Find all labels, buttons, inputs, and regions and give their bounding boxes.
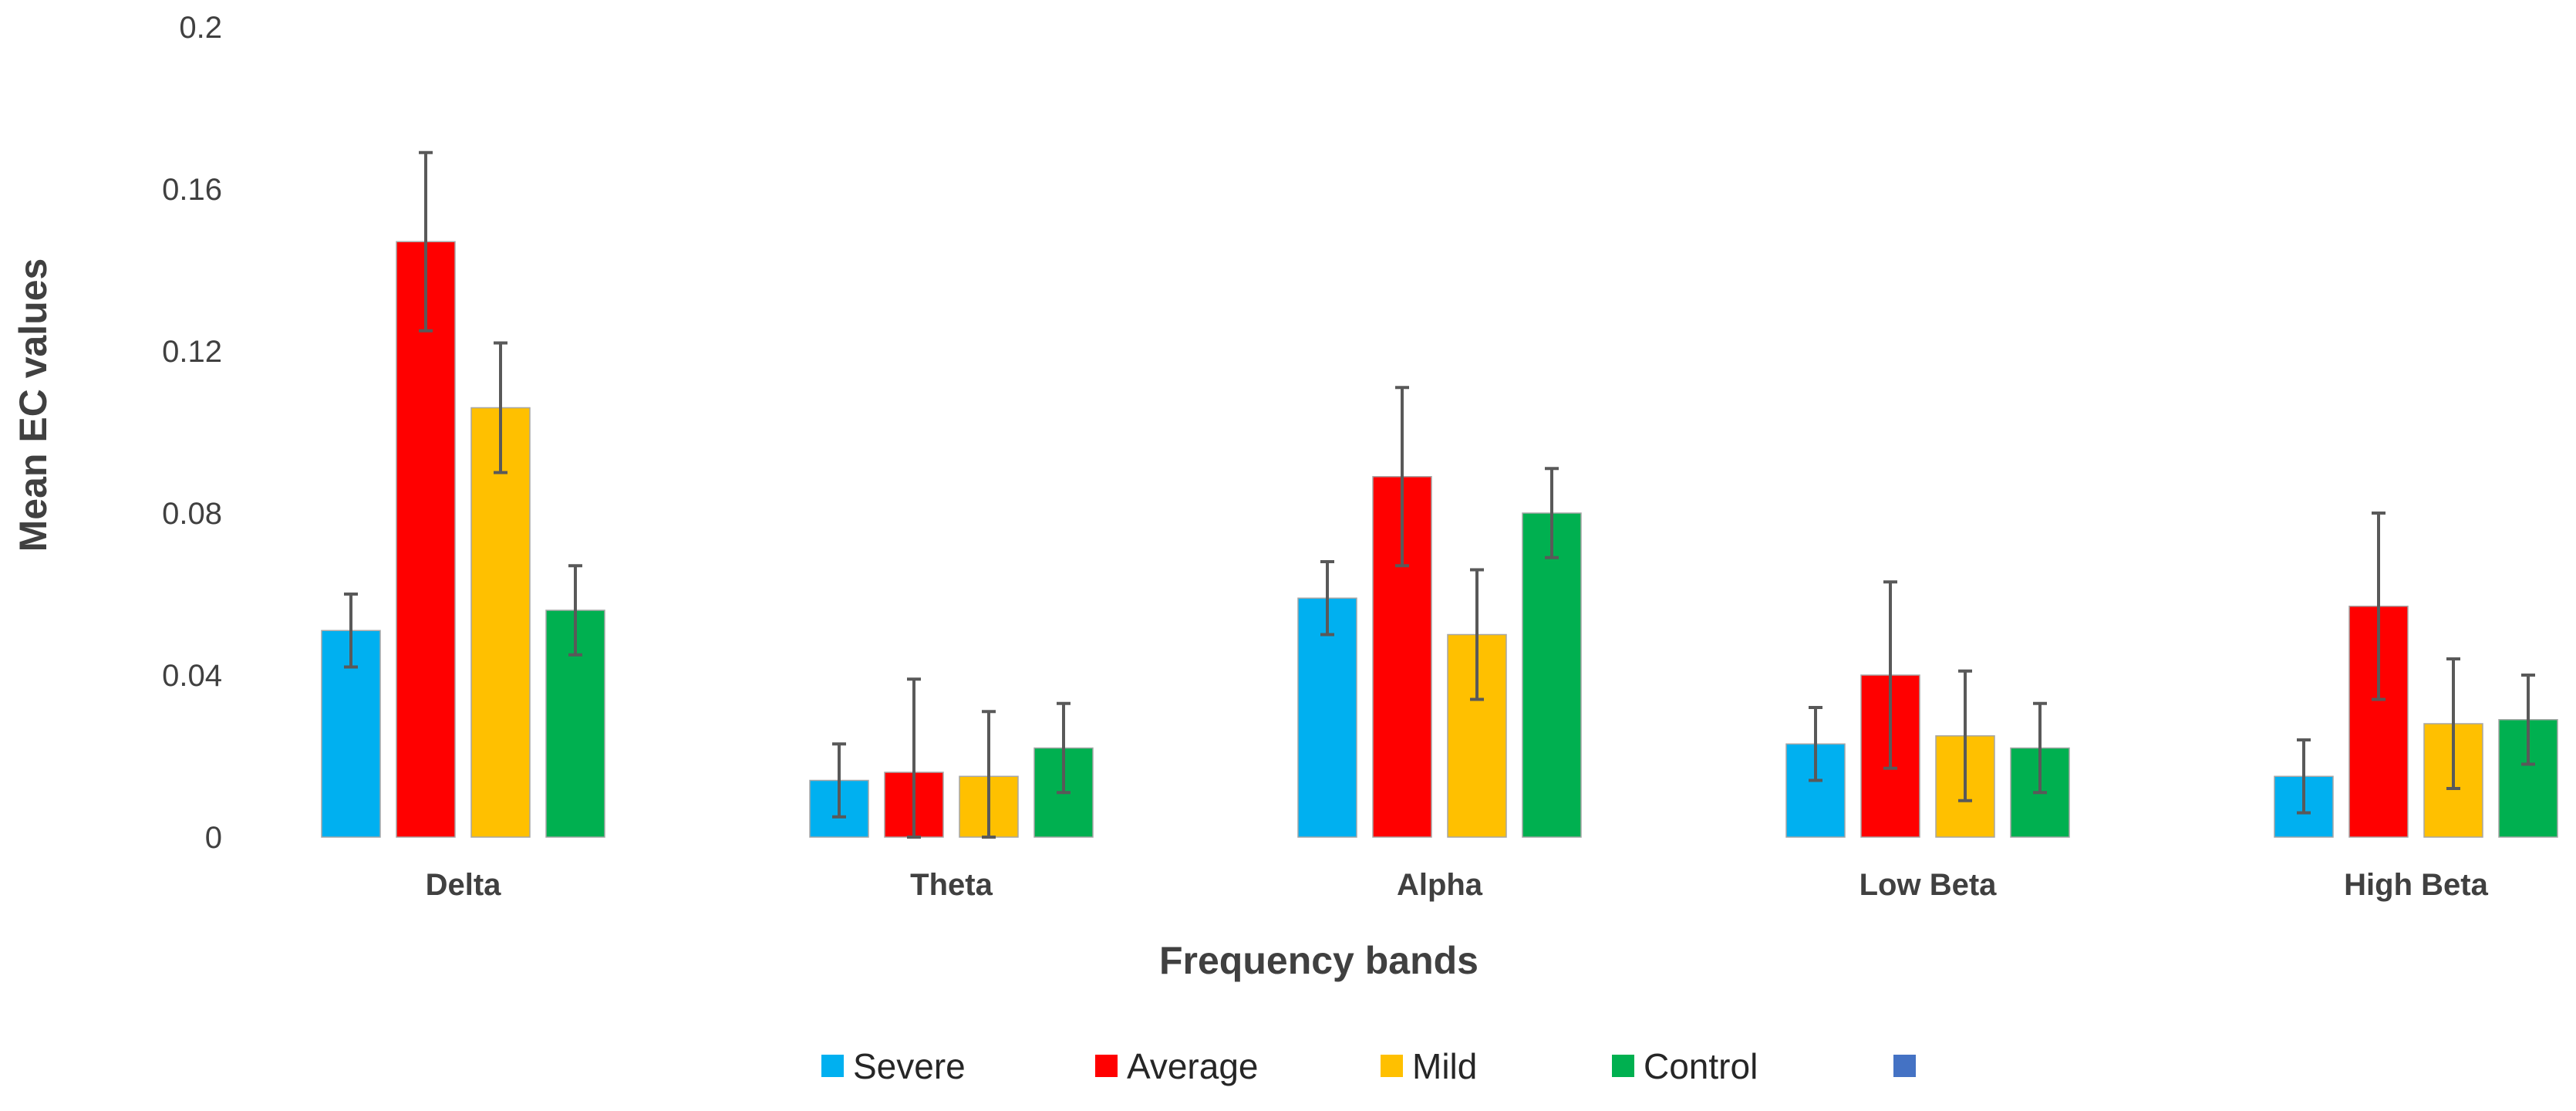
error-bar-severe-theta (832, 742, 846, 819)
x-category-label: Low Beta (1860, 868, 1998, 902)
error-bar-mild-delta (494, 341, 507, 474)
x-category-label: High Beta (2344, 868, 2488, 902)
error-bar-mild-high-beta (2446, 657, 2460, 790)
error-bar-severe-alpha (1320, 560, 1334, 637)
error-bar-control-theta (1057, 701, 1071, 795)
legend-swatch (1095, 1055, 1118, 1077)
error-bar-average-theta (907, 677, 921, 839)
legend-item-mild: Mild (1381, 1046, 1477, 1086)
error-bar-control-delta (568, 564, 582, 657)
legend-swatch (821, 1055, 844, 1077)
error-bar-average-delta (419, 150, 433, 333)
y-tick-label: 0.04 (162, 659, 222, 693)
y-tick-label: 0.16 (162, 173, 222, 207)
legend-item-blank (1893, 1055, 1916, 1077)
error-bar-mild-theta (982, 710, 996, 839)
error-bar-severe-high-beta (2297, 738, 2311, 815)
bar-average-delta (396, 241, 456, 838)
legend: Severe Average Mild Control (821, 1046, 1916, 1086)
legend-label: Average (1127, 1046, 1259, 1086)
y-tick-label: 0.08 (162, 497, 222, 531)
error-bar-mild-low-beta (1958, 669, 1972, 802)
y-tick-label: 0 (205, 821, 222, 855)
error-bar-average-low-beta (1883, 580, 1897, 770)
y-tick-label: 0.2 (179, 11, 222, 45)
bars-group (321, 241, 2558, 838)
legend-label: Severe (853, 1046, 966, 1086)
x-category-label: Delta (426, 868, 502, 902)
error-bar-control-alpha (1545, 467, 1559, 559)
error-bar-average-high-beta (2372, 512, 2385, 701)
bar-severe-alpha (1297, 597, 1357, 838)
y-axis-ticks: 0 0.04 0.08 0.12 0.16 0.2 (162, 11, 222, 855)
x-category-label: Alpha (1397, 868, 1483, 902)
error-bar-mild-alpha (1470, 568, 1484, 701)
legend-swatch (1381, 1055, 1403, 1077)
error-bar-control-low-beta (2033, 701, 2047, 795)
legend-label: Mild (1412, 1046, 1477, 1086)
error-bar-severe-low-beta (1809, 706, 1822, 782)
error-bars-group (344, 150, 2535, 839)
legend-swatch (1612, 1055, 1634, 1077)
legend-item-control: Control (1612, 1046, 1758, 1086)
y-tick-label: 0.12 (162, 335, 222, 369)
y-axis-title: Mean EC values (12, 258, 55, 552)
x-category-label: Theta (910, 868, 993, 902)
legend-swatch (1893, 1055, 1916, 1077)
error-bar-severe-delta (344, 593, 358, 669)
x-axis-title: Frequency bands (1159, 939, 1479, 982)
error-bar-control-high-beta (2521, 674, 2535, 766)
x-axis-category-labels: Delta Theta Alpha Low Beta High Beta (426, 868, 2489, 902)
legend-label: Control (1644, 1046, 1758, 1086)
legend-item-severe: Severe (821, 1046, 966, 1086)
bar-control-alpha (1522, 512, 1582, 838)
error-bar-average-alpha (1395, 386, 1409, 568)
legend-item-average: Average (1095, 1046, 1259, 1086)
